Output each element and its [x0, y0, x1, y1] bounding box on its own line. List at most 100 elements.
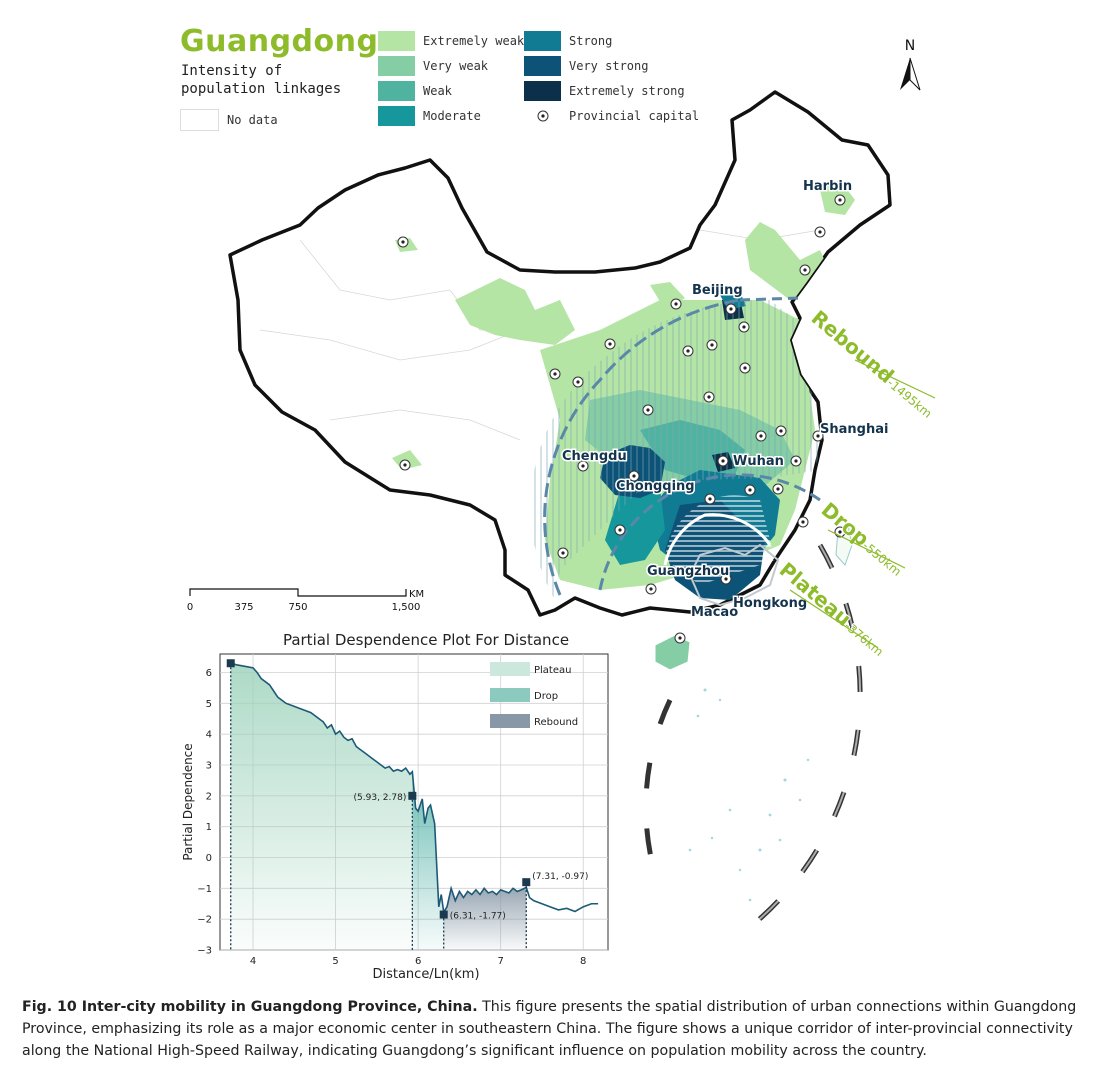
y-tick-label: 5	[206, 699, 212, 710]
scale-tick: 1,500	[392, 602, 421, 613]
caption-text: This figure presents the spatial distrib…	[22, 999, 1077, 1059]
caption-lead: Fig. 10 Inter-city mobility in Guangdong…	[22, 999, 478, 1015]
legend-label: Strong	[569, 33, 613, 48]
capital-marker	[614, 524, 626, 536]
legend-item: Strong	[524, 28, 699, 53]
capital-marker	[739, 362, 751, 374]
legend-label: Extremely weak	[423, 33, 525, 48]
scale-tick: 750	[288, 602, 307, 613]
x-tick-label: 5	[332, 956, 338, 967]
y-tick-label: −3	[197, 946, 212, 957]
y-axis-label: Partial Dependence	[181, 743, 195, 860]
legend-label: Extremely strong	[569, 83, 685, 98]
legend-label-plateau: Plateau	[534, 665, 571, 676]
plateau-arc	[663, 513, 772, 566]
legend-label-rebound: Rebound	[534, 717, 578, 728]
city-label-guangzhou: Guangzhou	[647, 564, 729, 579]
drop-underline	[827, 529, 906, 569]
legend-swatch	[378, 55, 415, 76]
capital-marker	[725, 303, 737, 315]
legend-item: Provincial capital	[524, 103, 699, 128]
capital-marker	[674, 632, 686, 644]
hainan-island	[654, 634, 691, 671]
y-tick-label: 6	[206, 668, 212, 679]
capital-marker	[577, 460, 589, 472]
capital-swatch	[524, 106, 561, 126]
capital-marker	[642, 404, 654, 416]
legend-swatch	[378, 80, 415, 101]
legend-swatch	[524, 55, 561, 76]
rebound-underline	[854, 359, 936, 399]
zone-label-rebound: Rebound	[807, 305, 899, 388]
x-axis-label: Distance/Ln(km)	[372, 967, 479, 982]
north-arrow-icon	[900, 57, 921, 91]
y-tick-label: −2	[197, 915, 212, 926]
capital-marker	[604, 338, 616, 350]
zone-fill-plateau	[230, 663, 413, 950]
legend-item: Very weak	[378, 53, 524, 78]
capital-marker	[790, 455, 802, 467]
capital-marker	[720, 573, 732, 585]
capital-marker	[670, 298, 682, 310]
city-label-macao: Macao	[691, 605, 738, 620]
y-tick-label: 0	[206, 853, 212, 864]
legend-column-left: Extremely weak Very weak Weak Moderate	[378, 28, 524, 128]
capital-marker	[628, 470, 640, 482]
data-point-marker	[226, 659, 235, 668]
city-label-beijing: Beijing	[692, 283, 743, 298]
x-tick-label: 6	[415, 956, 421, 967]
provincial-capital-icon	[537, 110, 548, 121]
data-point-marker	[522, 878, 531, 887]
capital-marker	[704, 493, 716, 505]
legend-item: Moderate	[378, 103, 524, 128]
legend-label-drop: Drop	[534, 691, 558, 702]
legend-swatch-plateau	[490, 662, 530, 676]
legend-swatch	[524, 80, 561, 101]
capital-marker	[755, 430, 767, 442]
y-tick-label: −1	[197, 884, 212, 895]
legend-item: Extremely strong	[524, 78, 699, 103]
x-tick-label: 4	[250, 956, 256, 967]
rebound-line	[739, 296, 801, 302]
legend-label: Very weak	[423, 58, 489, 73]
data-point-label: (6.31, -1.77)	[450, 912, 506, 922]
south-sea-arc-inner	[643, 698, 673, 891]
plateau-underline	[789, 589, 879, 649]
y-tick-label: 4	[206, 730, 212, 741]
legend-label: Moderate	[423, 108, 481, 123]
no-data-swatch	[180, 109, 219, 131]
capital-marker	[572, 376, 584, 388]
capital-marker	[834, 194, 846, 206]
partial-dependence-chart: (5.93, 2.78) (6.31, -1.77) (7.31, -0.97) 4…	[181, 631, 609, 982]
scale-tick: 0	[187, 602, 193, 613]
chart-title: Partial Despendence Plot For Distance	[283, 631, 569, 649]
city-label-chongqing: Chongqing	[616, 479, 695, 494]
capital-marker	[812, 430, 824, 442]
data-point-label: (7.31, -0.97)	[532, 872, 588, 882]
y-tick-label: 1	[206, 822, 212, 833]
city-label-chengdu: Chengdu	[562, 449, 627, 464]
capital-marker	[549, 368, 561, 380]
scale-unit: KM	[409, 589, 424, 600]
city-label-harbin: Harbin	[803, 179, 852, 194]
legend-item: Very strong	[524, 53, 699, 78]
capital-marker	[738, 321, 750, 333]
capital-marker	[814, 226, 826, 238]
zone-distance-rebound: -1495km	[885, 376, 935, 421]
y-tick-label: 3	[206, 761, 212, 772]
capital-marker	[397, 236, 409, 248]
legend-label: Weak	[423, 83, 452, 98]
figure-caption: Fig. 10 Inter-city mobility in Guangdong…	[22, 996, 1102, 1062]
capital-marker	[703, 391, 715, 403]
no-data-label: No data	[227, 113, 278, 127]
scale-bar: 0 375 750 1,500 KM	[187, 588, 424, 613]
rebound-arc	[543, 298, 741, 596]
scale-tick: 375	[234, 602, 253, 613]
capital-marker	[557, 547, 569, 559]
capital-marker	[645, 583, 657, 595]
zone-fill-rebound	[443, 887, 527, 950]
legend-swatch	[378, 30, 415, 51]
chart-legend: Plateau Drop Rebound	[490, 662, 578, 728]
data-point-marker	[408, 791, 417, 800]
capital-marker	[399, 459, 411, 471]
